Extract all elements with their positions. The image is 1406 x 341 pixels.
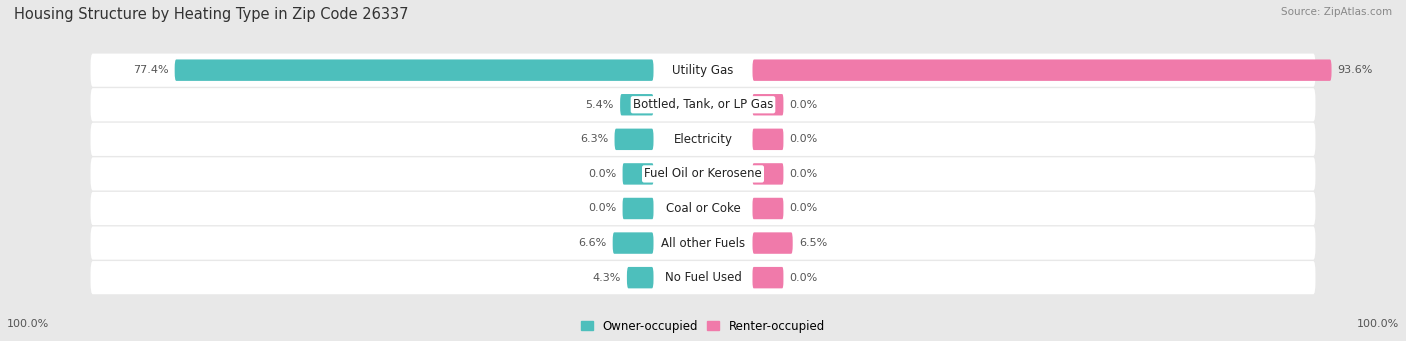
Text: 0.0%: 0.0% [790, 169, 818, 179]
Text: 93.6%: 93.6% [1337, 65, 1374, 75]
Text: 0.0%: 0.0% [790, 134, 818, 144]
Text: 6.3%: 6.3% [581, 134, 609, 144]
Text: 4.3%: 4.3% [592, 273, 620, 283]
FancyBboxPatch shape [90, 192, 1316, 225]
Text: Bottled, Tank, or LP Gas: Bottled, Tank, or LP Gas [633, 98, 773, 111]
FancyBboxPatch shape [752, 267, 783, 288]
Text: 0.0%: 0.0% [790, 204, 818, 213]
FancyBboxPatch shape [620, 94, 654, 116]
Text: 0.0%: 0.0% [588, 204, 616, 213]
Text: Coal or Coke: Coal or Coke [665, 202, 741, 215]
FancyBboxPatch shape [752, 232, 793, 254]
Text: 0.0%: 0.0% [588, 169, 616, 179]
FancyBboxPatch shape [90, 261, 1316, 294]
FancyBboxPatch shape [614, 129, 654, 150]
Text: No Fuel Used: No Fuel Used [665, 271, 741, 284]
Text: 6.5%: 6.5% [799, 238, 827, 248]
FancyBboxPatch shape [752, 59, 1331, 81]
FancyBboxPatch shape [752, 129, 783, 150]
Text: Housing Structure by Heating Type in Zip Code 26337: Housing Structure by Heating Type in Zip… [14, 7, 409, 22]
Text: Utility Gas: Utility Gas [672, 64, 734, 77]
FancyBboxPatch shape [623, 198, 654, 219]
FancyBboxPatch shape [752, 163, 783, 184]
FancyBboxPatch shape [752, 198, 783, 219]
FancyBboxPatch shape [90, 226, 1316, 260]
FancyBboxPatch shape [623, 163, 654, 184]
Text: Fuel Oil or Kerosene: Fuel Oil or Kerosene [644, 167, 762, 180]
FancyBboxPatch shape [613, 232, 654, 254]
Text: 5.4%: 5.4% [585, 100, 614, 110]
FancyBboxPatch shape [752, 94, 783, 116]
Text: Electricity: Electricity [673, 133, 733, 146]
FancyBboxPatch shape [90, 123, 1316, 156]
Text: 0.0%: 0.0% [790, 100, 818, 110]
FancyBboxPatch shape [627, 267, 654, 288]
Text: 6.6%: 6.6% [578, 238, 606, 248]
Text: 100.0%: 100.0% [7, 319, 49, 329]
Text: 0.0%: 0.0% [790, 273, 818, 283]
Legend: Owner-occupied, Renter-occupied: Owner-occupied, Renter-occupied [579, 317, 827, 335]
FancyBboxPatch shape [90, 157, 1316, 191]
Text: All other Fuels: All other Fuels [661, 237, 745, 250]
Text: 77.4%: 77.4% [134, 65, 169, 75]
FancyBboxPatch shape [90, 54, 1316, 87]
FancyBboxPatch shape [90, 88, 1316, 121]
Text: Source: ZipAtlas.com: Source: ZipAtlas.com [1281, 7, 1392, 17]
Text: 100.0%: 100.0% [1357, 319, 1399, 329]
FancyBboxPatch shape [174, 59, 654, 81]
